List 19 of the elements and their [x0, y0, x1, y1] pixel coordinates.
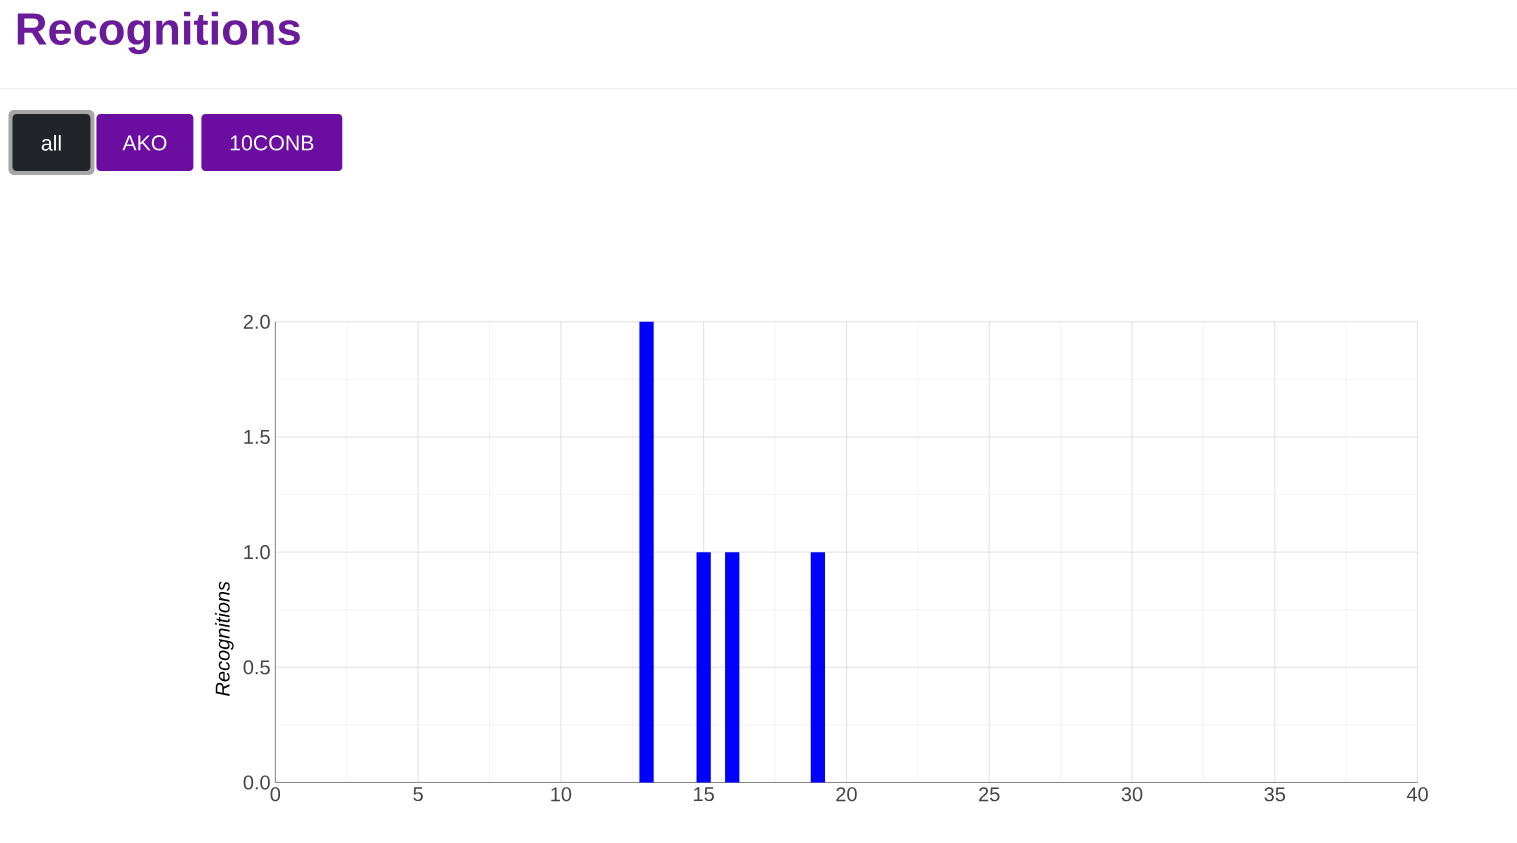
x-tick-label: 40 — [1406, 786, 1428, 802]
x-tick-label: 5 — [413, 786, 423, 801]
text: all — [41, 134, 61, 151]
y-tick-label: 1.0 — [244, 544, 270, 559]
y-tick-label: 0.0 — [243, 775, 270, 790]
y-axis-title: Recognitions — [215, 581, 234, 696]
y-tick-label: 2.0 — [243, 314, 270, 329]
x-tick-label: 10 — [551, 786, 572, 802]
text: 10CONB — [230, 135, 314, 151]
text: AKO — [122, 135, 167, 151]
y-tick-label: 0.5 — [243, 660, 270, 675]
x-tick-label: 30 — [1121, 786, 1143, 802]
chart-title: Recognitions — [17, 11, 300, 54]
x-tick-label: 0 — [270, 786, 281, 802]
y-tick-label: 1.5 — [244, 429, 270, 444]
x-tick-label: 20 — [836, 786, 857, 802]
x-tick-label: 15 — [694, 786, 714, 801]
x-tick-label: 25 — [979, 786, 1000, 802]
x-tick-label: 35 — [1264, 786, 1286, 802]
